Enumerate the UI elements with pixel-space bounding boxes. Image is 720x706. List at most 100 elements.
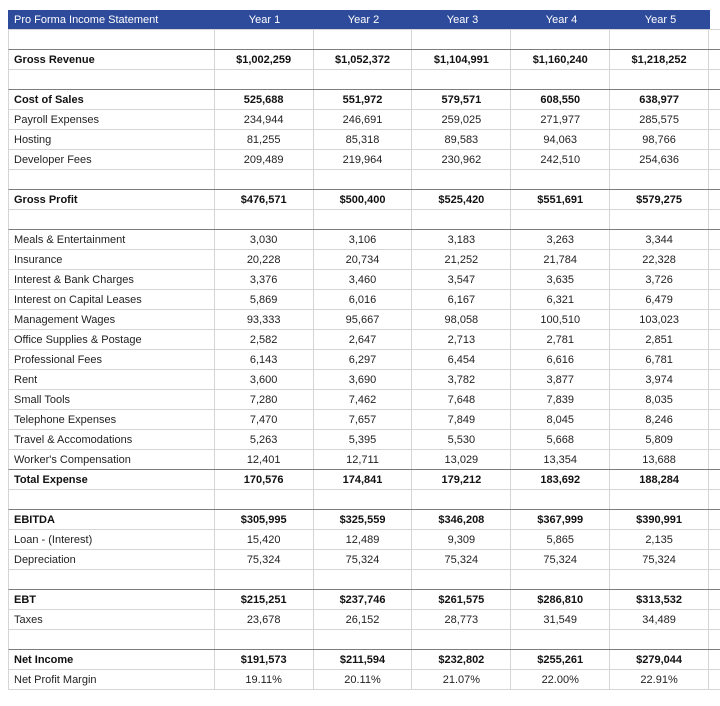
cell <box>610 490 710 509</box>
cell <box>412 570 512 589</box>
sliver-cell <box>709 610 720 629</box>
sliver-cell <box>709 530 720 549</box>
table-row: Worker's Compensation 12,401 12,711 13,029 1… <box>8 449 720 469</box>
cell: $476,571 <box>215 190 314 209</box>
sliver-cell <box>709 30 720 49</box>
cell: 551,972 <box>314 90 413 109</box>
cell <box>511 30 611 49</box>
row-label: Small Tools <box>9 390 215 409</box>
table-row: Management Wages 93,333 95,667 98,058 100,51… <box>8 309 720 329</box>
cell: 8,246 <box>610 410 710 429</box>
table-body: Gross Revenue $1,002,259 $1,052,372 $1,104,… <box>8 29 720 689</box>
cell: 7,280 <box>215 390 314 409</box>
column-header-year-4: Year 4 <box>512 10 611 29</box>
cell <box>215 630 314 649</box>
cell: 3,726 <box>610 270 710 289</box>
cell: 95,667 <box>314 310 413 329</box>
cell: 179,212 <box>412 470 512 489</box>
sliver-cell <box>709 470 720 489</box>
blank-row <box>8 489 720 509</box>
row-label <box>9 630 215 649</box>
cell: 94,063 <box>511 130 611 149</box>
table-row: Small Tools 7,280 7,462 7,648 7,839 8,035 <box>8 389 720 409</box>
table-row: Rent 3,600 3,690 3,782 3,877 3,974 <box>8 369 720 389</box>
sliver-cell <box>709 650 720 669</box>
sliver-cell <box>709 50 720 69</box>
cell: 75,324 <box>610 550 710 569</box>
cell: 579,571 <box>412 90 512 109</box>
blank-row <box>8 569 720 589</box>
sliver-cell <box>709 130 720 149</box>
cell: $261,575 <box>412 590 512 609</box>
cell: $279,044 <box>610 650 710 669</box>
row-label: EBT <box>9 590 215 609</box>
cell <box>314 490 413 509</box>
sliver-cell <box>709 330 720 349</box>
row-label: Interest on Capital Leases <box>9 290 215 309</box>
sliver-cell <box>709 70 720 89</box>
cell <box>314 70 413 89</box>
row-label <box>9 70 215 89</box>
cell: 23,678 <box>215 610 314 629</box>
header-sliver-cell <box>710 10 720 29</box>
cell <box>215 170 314 189</box>
cell: 242,510 <box>511 150 611 169</box>
cell: 81,255 <box>215 130 314 149</box>
table-row: Net Profit Margin 19.11% 20.11% 21.07% 22.00… <box>8 669 720 689</box>
row-label: Management Wages <box>9 310 215 329</box>
cell: $191,573 <box>215 650 314 669</box>
row-label: Travel & Accomodations <box>9 430 215 449</box>
cell: 7,849 <box>412 410 512 429</box>
sliver-cell <box>709 310 720 329</box>
cell: 22.91% <box>610 670 710 689</box>
cell: 209,489 <box>215 150 314 169</box>
cell: 15,420 <box>215 530 314 549</box>
cell <box>511 170 611 189</box>
cell: $232,802 <box>412 650 512 669</box>
cell: $215,251 <box>215 590 314 609</box>
row-label: Total Expense <box>9 470 215 489</box>
column-header-year-3: Year 3 <box>413 10 512 29</box>
cell: 7,470 <box>215 410 314 429</box>
row-label: Net Income <box>9 650 215 669</box>
table-row: Cost of Sales 525,688 551,972 579,571 608,55… <box>8 89 720 109</box>
blank-row <box>8 209 720 229</box>
cell: 2,135 <box>610 530 710 549</box>
cell: 3,344 <box>610 230 710 249</box>
cell <box>215 70 314 89</box>
sliver-cell <box>709 90 720 109</box>
sliver-cell <box>709 670 720 689</box>
row-label: Office Supplies & Postage <box>9 330 215 349</box>
cell: 3,600 <box>215 370 314 389</box>
table-row: Developer Fees 209,489 219,964 230,962 242,5… <box>8 149 720 169</box>
cell <box>610 30 710 49</box>
table-title: Pro Forma Income Statement <box>8 10 215 29</box>
sliver-cell <box>709 490 720 509</box>
cell: 254,636 <box>610 150 710 169</box>
cell: 2,582 <box>215 330 314 349</box>
table-row: EBT $215,251 $237,746 $261,575 $286,810 $313,… <box>8 589 720 609</box>
cell: 13,029 <box>412 450 512 469</box>
cell: 5,809 <box>610 430 710 449</box>
cell: $579,275 <box>610 190 710 209</box>
cell: 6,297 <box>314 350 413 369</box>
row-label: Depreciation <box>9 550 215 569</box>
cell: 12,401 <box>215 450 314 469</box>
cell <box>215 30 314 49</box>
sliver-cell <box>709 350 720 369</box>
cell: 6,454 <box>412 350 512 369</box>
sliver-cell <box>709 590 720 609</box>
sliver-cell <box>709 630 720 649</box>
cell: $325,559 <box>314 510 413 529</box>
cell: 3,106 <box>314 230 413 249</box>
table-row: Office Supplies & Postage 2,582 2,647 2,713… <box>8 329 720 349</box>
cell: $367,999 <box>511 510 611 529</box>
sliver-cell <box>709 450 720 469</box>
cell <box>412 490 512 509</box>
cell <box>215 570 314 589</box>
cell <box>511 630 611 649</box>
cell: 6,479 <box>610 290 710 309</box>
cell: $1,218,252 <box>610 50 710 69</box>
cell: $525,420 <box>412 190 512 209</box>
